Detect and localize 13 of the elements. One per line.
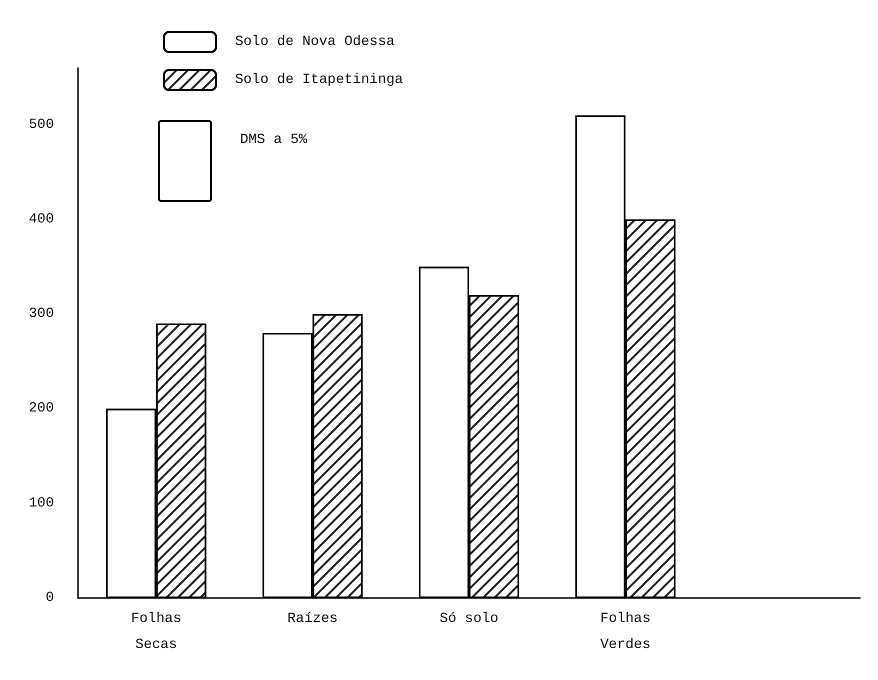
y-tick-label: 0 xyxy=(46,590,54,606)
x-tick-label: Folhas Secas xyxy=(130,611,182,653)
annotation: DMS a 5% xyxy=(240,132,308,148)
y-tick-label: 200 xyxy=(28,400,54,417)
y-tick-label: 300 xyxy=(28,306,54,322)
x-tick-label: Só solo xyxy=(440,611,498,627)
legend-label: Solo de Nova Odessa xyxy=(235,34,395,50)
x-tick-label: Folhas Verdes xyxy=(600,611,651,653)
y-tick-label: 400 xyxy=(28,211,54,228)
y-tick-label: 500 xyxy=(28,116,54,133)
x-tick-label: Raízes xyxy=(287,611,338,627)
y-tick-label: 100 xyxy=(28,495,54,512)
legend-label: Solo de Itapetininga xyxy=(235,72,404,88)
